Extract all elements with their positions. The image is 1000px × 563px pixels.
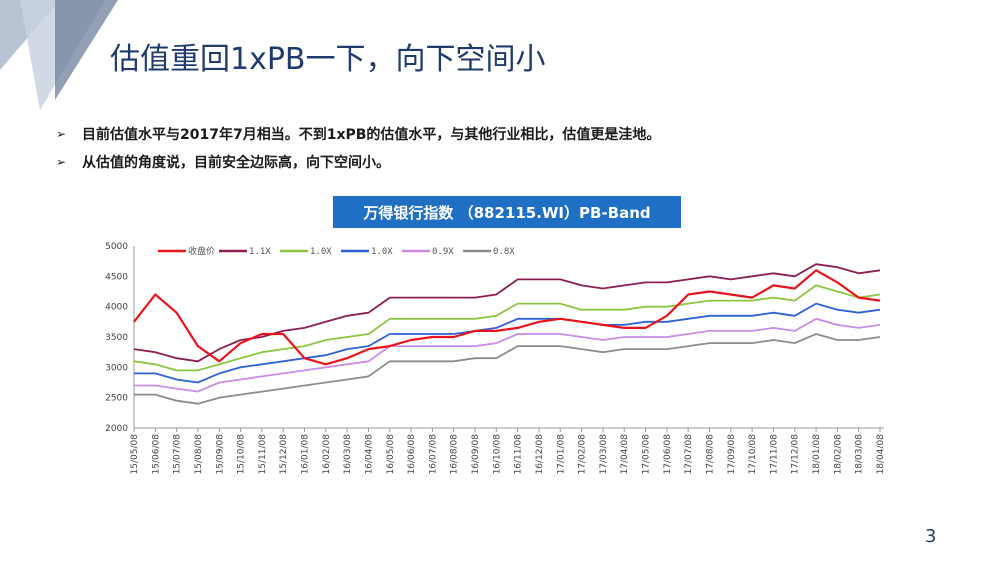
- series-line-3: [134, 302, 881, 384]
- y-tick-label: 2500: [105, 394, 128, 404]
- arrow-bullet-icon: ➢: [56, 127, 67, 141]
- legend-label: 0.9X: [432, 247, 454, 257]
- x-tick-label: 17/12/08: [791, 434, 801, 475]
- x-tick-label: 17/07/08: [684, 434, 694, 475]
- x-tick-label: 15/06/08: [151, 434, 161, 475]
- x-tick-label: 15/08/08: [194, 434, 204, 475]
- x-tick-label: 16/04/08: [364, 434, 374, 475]
- legend-label: 1.1X: [249, 247, 271, 257]
- x-tick-label: 16/01/08: [301, 434, 311, 475]
- y-tick-label: 5000: [105, 242, 128, 252]
- y-tick-label: 3000: [105, 363, 128, 373]
- x-tick-label: 17/03/08: [599, 434, 609, 475]
- chart-title: 万得银行指数 （882115.WI）PB-Band: [333, 196, 681, 228]
- x-tick-label: 15/10/08: [237, 434, 247, 475]
- y-tick-label: 3500: [105, 333, 128, 343]
- bullet-item: ➢ 目前估值水平与2017年7月相当。不到1xPB的估值水平，与其他行业相比，估…: [56, 120, 660, 148]
- series-line-1: [133, 263, 881, 363]
- x-tick-label: 16/09/08: [471, 434, 481, 475]
- legend-label: 1.0X: [310, 247, 332, 257]
- x-tick-label: 17/02/08: [578, 434, 588, 475]
- x-tick-label: 16/05/08: [386, 434, 396, 475]
- x-tick-label: 17/04/08: [620, 434, 630, 475]
- y-tick-label: 4500: [105, 272, 128, 282]
- series-line-4: [134, 317, 881, 393]
- series-line-0: [133, 269, 881, 366]
- x-tick-label: 17/05/08: [642, 434, 652, 475]
- x-tick-label: 17/10/08: [748, 434, 758, 475]
- arrow-bullet-icon: ➢: [56, 155, 67, 169]
- legend-label: 收盘价: [188, 245, 215, 257]
- bullet-text: 从估值的角度说，目前安全边际高，向下空间小。: [82, 155, 390, 171]
- legend-label: 0.8X: [493, 247, 515, 257]
- corner-decoration: [0, 0, 118, 110]
- x-tick-label: 18/01/08: [812, 434, 822, 475]
- x-tick-label: 15/11/08: [258, 434, 268, 475]
- page-number: 3: [925, 526, 937, 547]
- bullet-item: ➢ 从估值的角度说，目前安全边际高，向下空间小。: [56, 148, 660, 176]
- x-tick-label: 16/10/08: [492, 434, 502, 475]
- y-tick-label: 4000: [105, 303, 128, 313]
- x-tick-label: 16/08/08: [450, 434, 460, 475]
- x-tick-label: 17/09/08: [727, 434, 737, 475]
- x-tick-label: 18/04/08: [876, 434, 886, 475]
- bullet-list: ➢ 目前估值水平与2017年7月相当。不到1xPB的估值水平，与其他行业相比，估…: [56, 120, 660, 176]
- x-tick-label: 17/08/08: [705, 434, 715, 475]
- x-tick-label: 17/01/08: [556, 434, 566, 475]
- x-tick-label: 17/11/08: [769, 434, 779, 475]
- corner-triangle-dark: [55, 0, 118, 100]
- x-tick-label: 16/12/08: [535, 434, 545, 475]
- x-tick-label: 15/07/08: [173, 434, 183, 475]
- x-tick-label: 18/02/08: [833, 434, 843, 475]
- x-tick-label: 16/11/08: [514, 434, 524, 475]
- bullet-text: 目前估值水平与2017年7月相当。不到1xPB的估值水平，与其他行业相比，估值更…: [82, 127, 661, 143]
- series-line-2: [133, 284, 881, 372]
- x-tick-label: 15/12/08: [279, 434, 289, 475]
- x-tick-label: 16/06/08: [407, 434, 417, 475]
- x-tick-label: 15/09/08: [215, 434, 225, 475]
- x-tick-label: 15/05/08: [130, 434, 140, 475]
- slide-title: 估值重回1xPB一下，向下空间小: [110, 42, 546, 77]
- x-tick-label: 18/03/08: [855, 434, 865, 475]
- x-tick-label: 16/02/08: [322, 434, 332, 475]
- legend-label: 1.0X: [371, 247, 393, 257]
- y-tick-label: 2000: [105, 424, 128, 434]
- series-line-5: [134, 333, 881, 405]
- x-tick-label: 16/07/08: [428, 434, 438, 475]
- x-tick-label: 17/06/08: [663, 434, 673, 475]
- x-tick-label: 16/03/08: [343, 434, 353, 475]
